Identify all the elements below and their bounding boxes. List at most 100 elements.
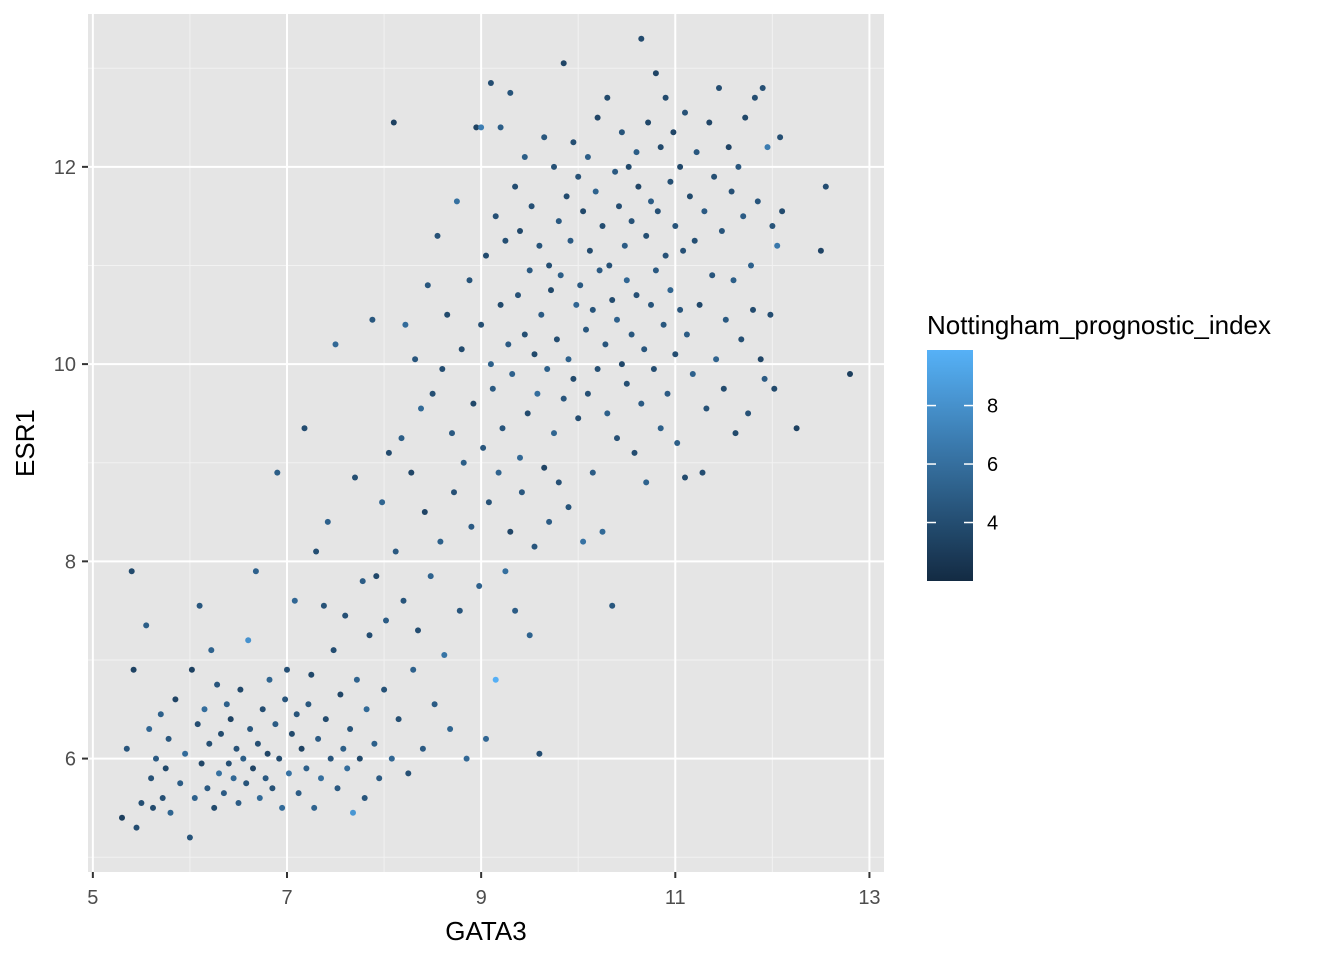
data-point bbox=[415, 627, 421, 634]
data-point bbox=[492, 213, 499, 220]
data-point bbox=[330, 647, 337, 654]
data-point bbox=[609, 602, 616, 609]
data-point bbox=[157, 711, 164, 718]
data-point bbox=[623, 277, 630, 284]
data-point bbox=[243, 780, 250, 787]
data-point bbox=[670, 129, 677, 136]
data-point bbox=[606, 262, 613, 269]
data-point bbox=[683, 331, 690, 338]
data-point bbox=[650, 366, 657, 372]
data-point bbox=[502, 568, 509, 575]
data-point bbox=[699, 469, 706, 476]
data-point bbox=[771, 385, 778, 392]
x-tick-label: 11 bbox=[665, 887, 686, 909]
data-point bbox=[560, 60, 567, 67]
data-point bbox=[674, 440, 681, 446]
data-point bbox=[259, 706, 266, 713]
data-point bbox=[515, 292, 521, 299]
data-point bbox=[332, 341, 339, 348]
data-point bbox=[586, 247, 593, 254]
data-point bbox=[541, 134, 548, 141]
data-point bbox=[750, 306, 756, 313]
data-point bbox=[480, 444, 487, 451]
data-point bbox=[573, 301, 580, 308]
data-point bbox=[487, 361, 494, 368]
data-point bbox=[282, 696, 289, 703]
data-point bbox=[754, 198, 761, 205]
data-point bbox=[458, 346, 465, 353]
data-point bbox=[740, 213, 747, 220]
data-point bbox=[487, 80, 494, 86]
legend-tick-label: 6 bbox=[987, 454, 998, 476]
data-point bbox=[565, 356, 572, 363]
data-point bbox=[303, 765, 310, 772]
data-point bbox=[245, 637, 252, 644]
data-point bbox=[557, 272, 564, 279]
y-tick-label: 12 bbox=[54, 157, 76, 179]
data-point bbox=[580, 538, 587, 545]
data-point bbox=[742, 114, 749, 121]
y-tick-label: 10 bbox=[54, 354, 76, 376]
data-point bbox=[722, 316, 729, 323]
data-point bbox=[531, 351, 538, 358]
data-point bbox=[272, 721, 279, 728]
data-point bbox=[337, 691, 344, 698]
data-point bbox=[589, 306, 596, 313]
data-point bbox=[495, 469, 502, 476]
data-point bbox=[478, 321, 485, 328]
data-point bbox=[327, 755, 334, 762]
data-point bbox=[298, 745, 305, 752]
data-point bbox=[512, 183, 519, 190]
data-point bbox=[402, 321, 409, 328]
data-point bbox=[279, 804, 286, 811]
data-point bbox=[604, 94, 611, 101]
data-point bbox=[353, 676, 360, 683]
data-point bbox=[340, 745, 347, 752]
data-point bbox=[686, 193, 693, 200]
x-tick-label: 13 bbox=[858, 887, 880, 909]
x-axis-title: GATA3 bbox=[445, 916, 526, 946]
data-point bbox=[439, 366, 446, 372]
data-point bbox=[769, 223, 776, 229]
data-point bbox=[371, 740, 378, 747]
data-point bbox=[614, 316, 620, 323]
data-point bbox=[194, 721, 201, 728]
data-point bbox=[517, 454, 523, 461]
data-point bbox=[730, 277, 737, 284]
data-point bbox=[201, 706, 208, 713]
data-point bbox=[311, 804, 318, 811]
data-point bbox=[560, 395, 567, 402]
legend-colorbar bbox=[927, 350, 973, 581]
data-point bbox=[623, 380, 630, 387]
data-point bbox=[682, 109, 688, 116]
data-point bbox=[735, 163, 742, 170]
data-point bbox=[618, 361, 625, 368]
data-point bbox=[322, 716, 329, 723]
legend-tick-label: 8 bbox=[987, 396, 998, 418]
data-point bbox=[165, 735, 172, 742]
x-tick-label: 5 bbox=[87, 887, 98, 909]
data-point bbox=[616, 203, 622, 210]
data-point bbox=[589, 469, 596, 476]
data-point bbox=[196, 602, 203, 609]
data-point bbox=[266, 676, 273, 683]
data-point bbox=[262, 775, 269, 782]
data-point bbox=[575, 415, 582, 422]
data-point bbox=[295, 790, 302, 797]
data-point bbox=[405, 770, 412, 777]
data-point bbox=[709, 272, 716, 279]
data-point bbox=[320, 602, 327, 609]
data-point bbox=[274, 469, 281, 476]
data-point bbox=[350, 809, 356, 816]
data-point bbox=[767, 311, 774, 318]
data-point bbox=[162, 765, 169, 772]
data-point bbox=[652, 70, 659, 77]
data-point bbox=[609, 297, 616, 303]
data-point bbox=[643, 232, 650, 239]
data-point bbox=[847, 371, 853, 377]
data-point bbox=[476, 583, 483, 589]
data-point bbox=[451, 489, 457, 496]
data-point bbox=[130, 666, 137, 673]
data-point bbox=[186, 834, 193, 841]
data-point bbox=[347, 726, 354, 732]
